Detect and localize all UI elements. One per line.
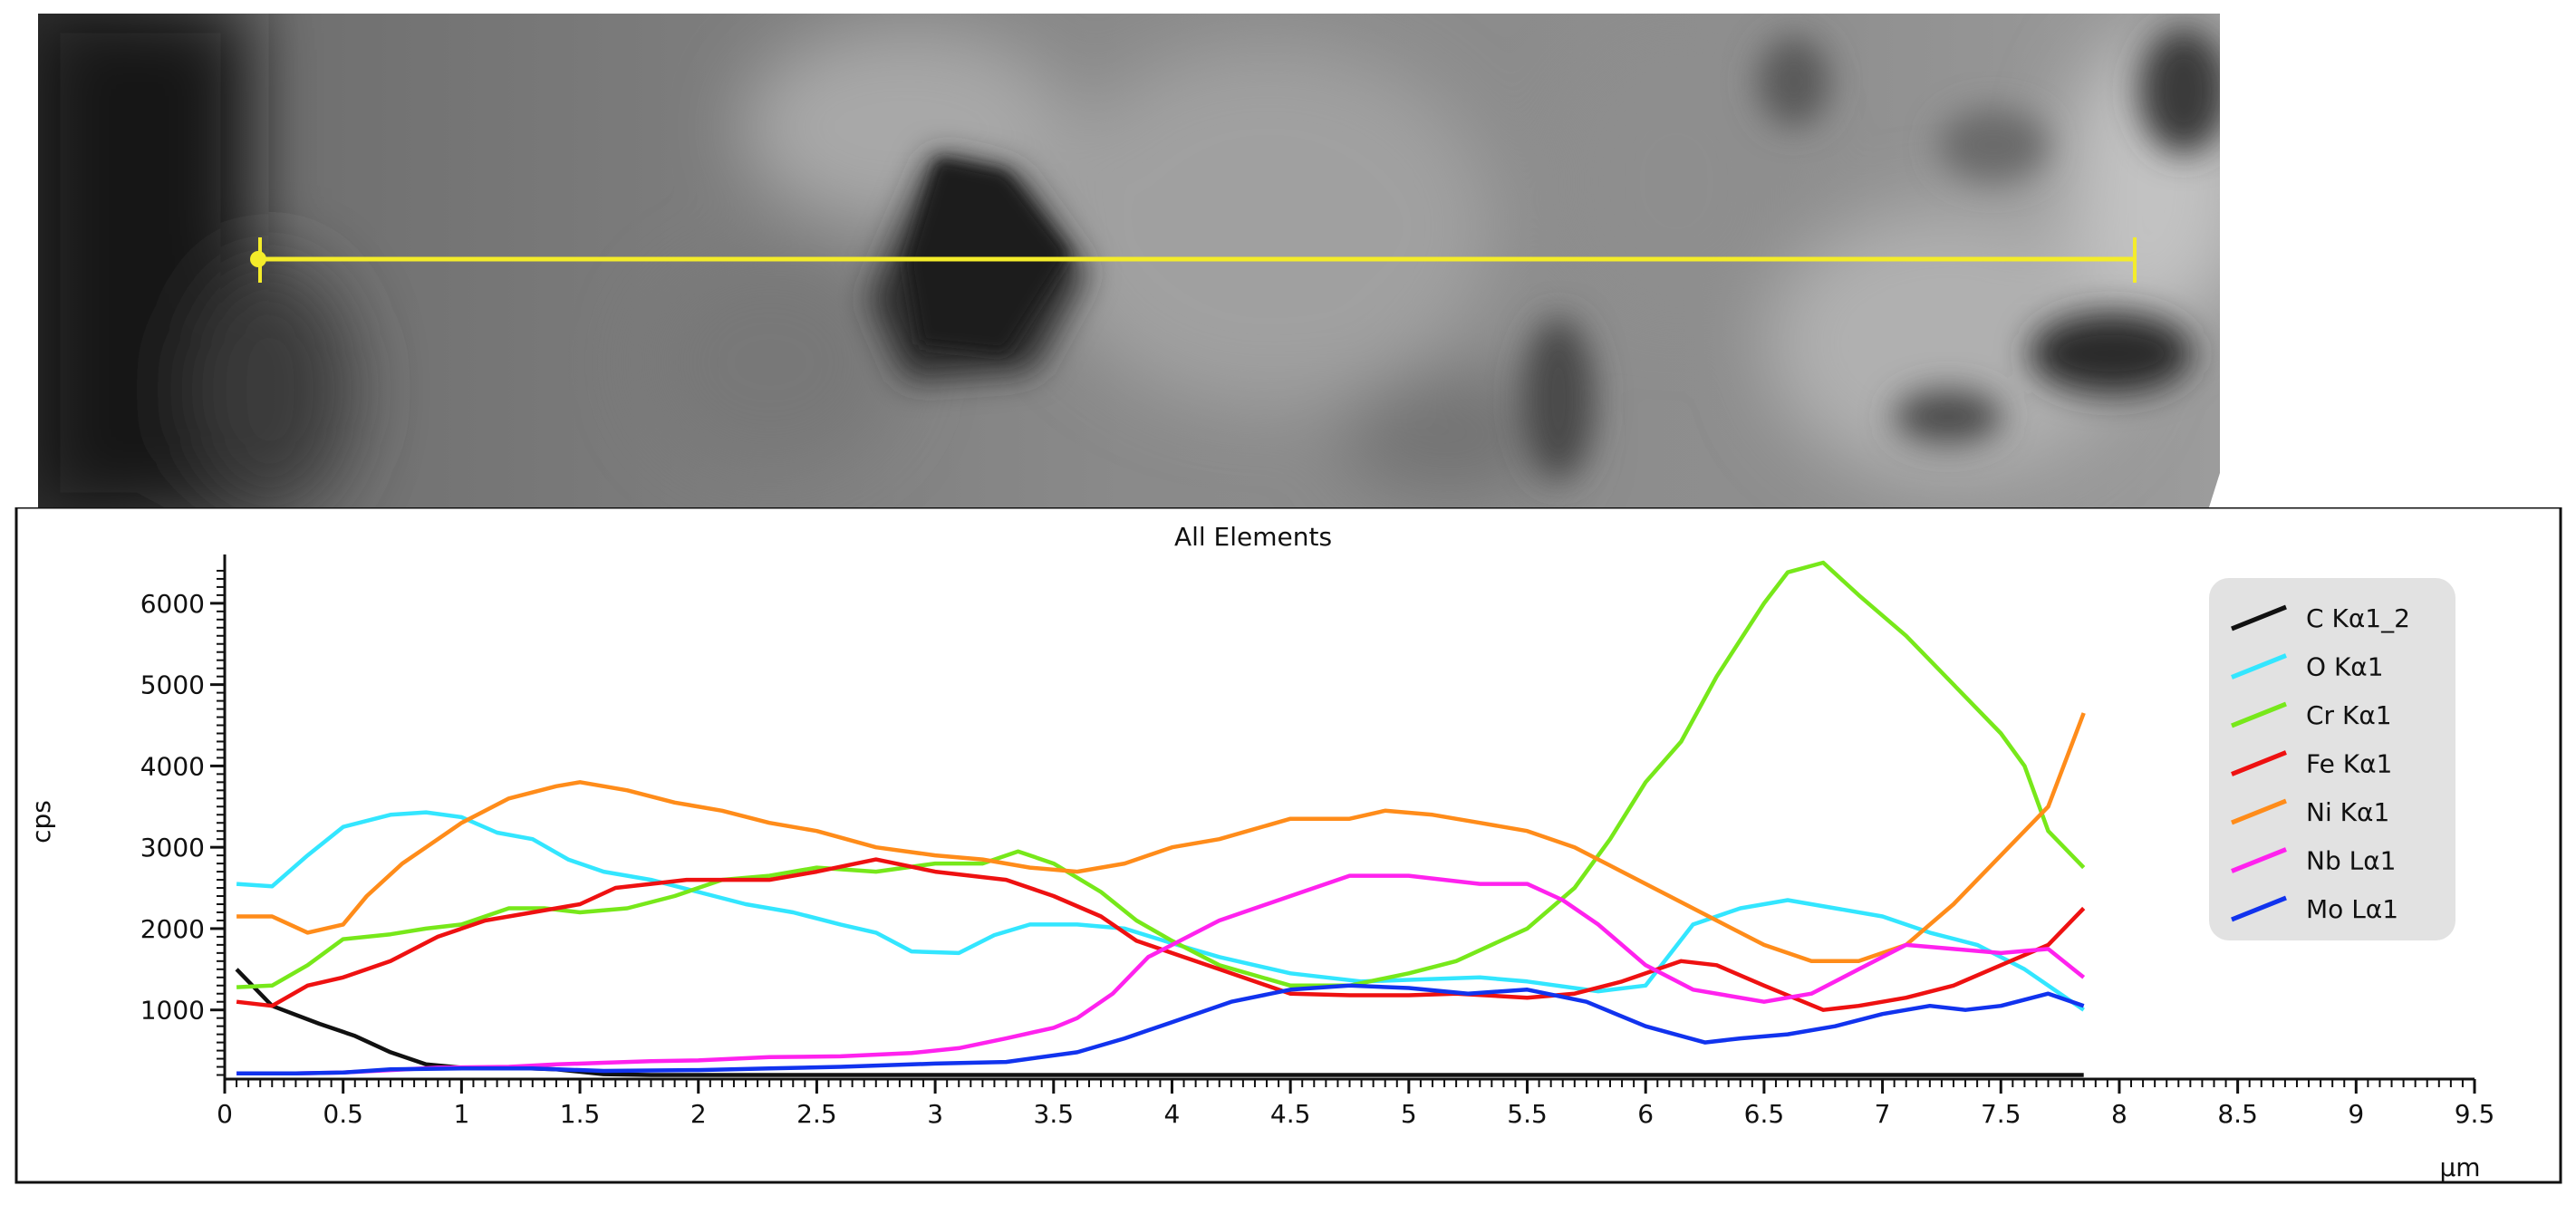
x-tick-label: 6.5 [1744,1099,1785,1129]
x-tick-label: 5.5 [1507,1099,1548,1129]
legend-box [2209,578,2455,940]
legend-swatch [2231,895,2287,922]
x-tick-label: 8.5 [2217,1099,2258,1129]
legend-swatch [2231,653,2287,680]
series-line-2 [236,560,2086,989]
series-line-1 [236,810,2085,1012]
legend-entry-label: Fe Kα1 [2306,749,2392,779]
sem-image-canvas [38,14,2220,507]
series-line-5 [236,873,2086,1075]
legend-entry-label: O Kα1 [2306,652,2384,682]
x-axis-label: µm [2439,1152,2480,1182]
y-tick-label: 1000 [140,996,205,1026]
x-tick-label: 4.5 [1270,1099,1311,1129]
legend-swatch [2231,798,2287,825]
legend-swatch [2231,604,2287,631]
x-tick-label: 2 [690,1099,707,1129]
x-tick-label: 7 [1875,1099,1891,1129]
legend-entry-label: Ni Kα1 [2306,797,2389,827]
sem-micrograph [0,0,2576,507]
y-tick-label: 2000 [140,914,205,944]
legend-swatch [2231,847,2287,873]
legend: C Kα1_2 O Kα1 Cr Kα1 Fe Kα1 Ni Kα1 Nb Lα1 Mo L… [2209,578,2455,940]
axes: 0 0.5 1 1.5 2 2.5 3 3.5 4 4.5 5 5.5 6 6.5 7 7.5 8 8.5 9 9.5… [140,554,2495,1129]
chart-panel: All Elements cps µm 0 0.5 1 1.5 2 2.5 3 3.5 4 4.5… [0,506,2576,1201]
legend-entry-label: Cr Kα1 [2306,700,2392,730]
x-tick-label: 3.5 [1034,1099,1075,1129]
x-tick-label: 1 [453,1099,469,1129]
legend-swatch [2231,750,2287,776]
legend-entry-label: Nb Lα1 [2306,846,2397,876]
x-tick-label: 8 [2111,1099,2127,1129]
y-tick-label: 6000 [140,589,205,619]
y-axis-label: cps [26,800,56,844]
x-tick-label: 0.5 [323,1099,363,1129]
legend-entry-label: C Kα1_2 [2306,603,2410,633]
series-line-6 [236,983,2085,1075]
legend-entry-label: Mo Lα1 [2306,894,2398,924]
series-lines [235,560,2086,1077]
x-tick-label: 9.5 [2455,1099,2495,1129]
series-line-0 [235,968,2084,1077]
series-line-4 [236,712,2086,964]
x-tick-label: 2.5 [796,1099,837,1129]
y-tick-label: 3000 [140,833,205,863]
legend-swatch [2231,701,2287,728]
x-tick-label: 1.5 [560,1099,601,1129]
x-tick-label: 0 [217,1099,233,1129]
x-tick-label: 6 [1637,1099,1654,1129]
chart-title: All Elements [1174,522,1332,552]
line-chart: All Elements cps µm 0 0.5 1 1.5 2 2.5 3 3.5 4 4.5… [14,506,2562,1184]
y-tick-label: 5000 [140,670,205,700]
x-tick-label: 7.5 [1981,1099,2021,1129]
x-tick-label: 5 [1401,1099,1417,1129]
y-tick-label: 4000 [140,751,205,781]
y-minor-ticks [210,569,225,1076]
x-tick-label: 4 [1164,1099,1181,1129]
linescan-marker [250,237,2137,283]
x-tick-label: 9 [2348,1099,2364,1129]
x-minor-ticks [223,1079,2476,1094]
x-tick-label: 3 [927,1099,943,1129]
